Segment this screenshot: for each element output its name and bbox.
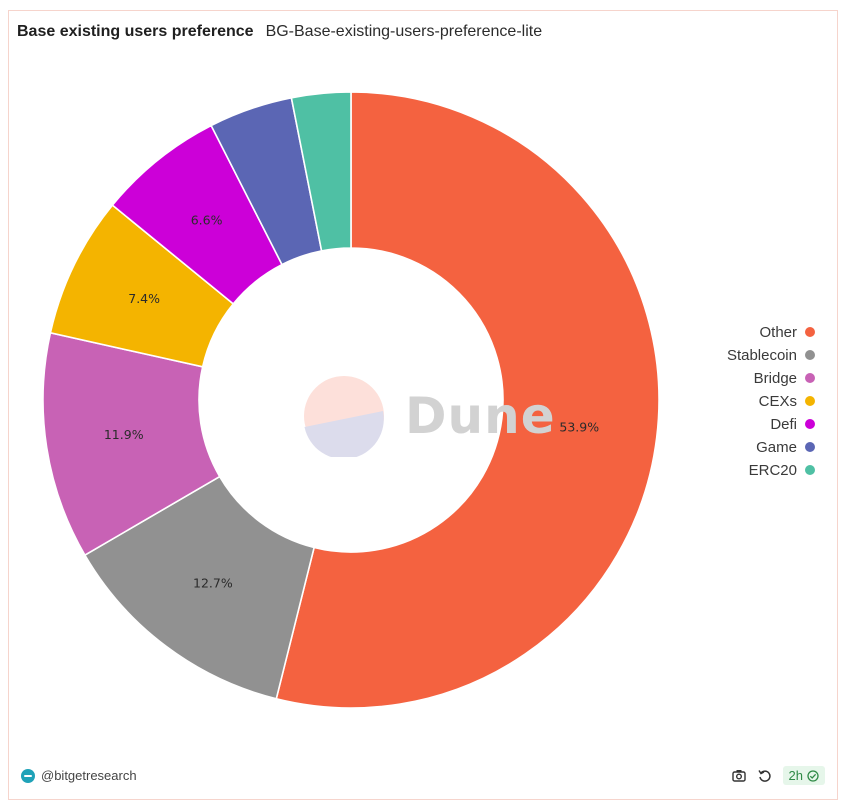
slice-label-other: 53.9% — [559, 420, 599, 435]
legend-label: ERC20 — [748, 461, 797, 479]
slice-label-bridge: 11.9% — [104, 427, 144, 442]
refresh-badge-text: 2h — [788, 768, 803, 783]
legend-item-cexs[interactable]: CEXs — [759, 392, 815, 410]
refresh-badge[interactable]: 2h — [782, 766, 825, 785]
legend-label: Game — [756, 438, 797, 456]
slice-label-stablecoin: 12.7% — [193, 575, 233, 590]
legend-label: Stablecoin — [726, 346, 797, 364]
legend-label: Bridge — [753, 369, 797, 387]
legend-label: Defi — [770, 415, 797, 433]
legend-dot — [805, 373, 815, 383]
legend-label: Other — [759, 323, 797, 341]
legend-dot — [805, 419, 815, 429]
legend: Other Stablecoin Bridge CEXs Defi Game ERC20 — [727, 323, 815, 479]
chart-card: Base existing users preference BG-Base-e… — [8, 10, 838, 800]
slice-other[interactable] — [275, 91, 660, 709]
labels-group: 53.9% 12.7% 11.9% 7.4% 6.6% — [104, 212, 599, 590]
legend-item-game[interactable]: Game — [756, 438, 815, 456]
slice-erc20[interactable] — [290, 91, 352, 252]
legend-dot — [805, 396, 815, 406]
chart-subtitle: BG-Base-existing-users-preference-lite — [265, 23, 543, 40]
slice-label-cexs: 7.4% — [128, 291, 160, 306]
slice-stablecoin[interactable] — [83, 475, 316, 700]
legend-item-erc20[interactable]: ERC20 — [749, 461, 815, 479]
slice-label-defi: 6.6% — [191, 212, 223, 227]
legend-dot — [805, 327, 815, 337]
footer-actions: 2h — [731, 766, 825, 785]
donut-chart: 53.9% 12.7% 11.9% 7.4% 6.6% — [42, 91, 660, 709]
refresh-icon[interactable] — [757, 768, 773, 784]
legend-item-other[interactable]: Other — [759, 323, 815, 341]
author-name: @bitgetresearch — [41, 768, 137, 783]
legend-dot — [805, 442, 815, 452]
legend-item-defi[interactable]: Defi — [770, 415, 815, 433]
author-info[interactable]: @bitgetresearch — [21, 768, 137, 783]
legend-dot — [805, 350, 815, 360]
legend-item-bridge[interactable]: Bridge — [754, 369, 815, 387]
legend-label: CEXs — [758, 392, 797, 410]
legend-item-stablecoin[interactable]: Stablecoin — [727, 346, 815, 364]
slices-group — [42, 91, 660, 709]
chart-title: Base existing users preference — [17, 23, 254, 40]
chart-header: Base existing users preference BG-Base-e… — [17, 23, 542, 41]
avatar — [21, 768, 35, 783]
legend-dot — [805, 465, 815, 475]
camera-icon[interactable] — [731, 768, 747, 784]
check-circle-icon — [807, 769, 819, 782]
